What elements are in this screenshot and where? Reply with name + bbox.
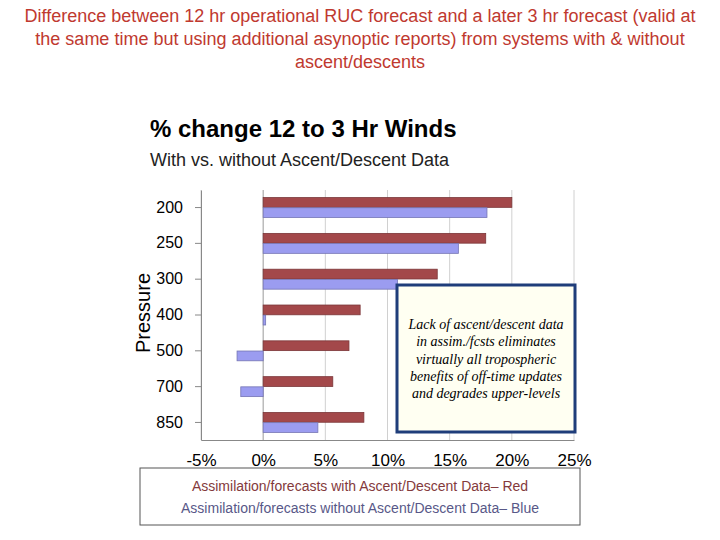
chart-subtitle: With vs. without Ascent/Descent Data <box>150 150 450 170</box>
y-tick-label: 850 <box>156 414 183 431</box>
x-tick: 0% <box>251 440 276 470</box>
bar <box>241 387 263 397</box>
x-tick-label: -5% <box>186 451 216 470</box>
bar <box>263 305 360 315</box>
annotation-box <box>397 285 575 432</box>
y-tick: 700 <box>156 378 201 395</box>
x-tick-label: 0% <box>251 451 276 470</box>
x-tick: 20% <box>495 440 529 470</box>
grid-line <box>387 190 388 440</box>
x-tick-label: 25% <box>557 451 591 470</box>
text-line: Difference between 12 hr operational RUC… <box>24 6 695 26</box>
heading: Difference between 12 hr operational RUC… <box>24 6 695 72</box>
bar <box>263 198 512 208</box>
x-tick: 15% <box>433 440 467 470</box>
legend: Assimilation/forecasts with Ascent/Desce… <box>140 468 580 525</box>
y-tick-mark <box>195 315 201 316</box>
x-tick-label: 5% <box>314 451 339 470</box>
y-tick: 400 <box>156 306 201 323</box>
text-line: benefits of off-time updates <box>410 369 563 384</box>
text-line: and degrades upper-levels <box>412 386 561 401</box>
legend-entry: Assimilation/forecasts with Ascent/Desce… <box>192 478 528 494</box>
chart-title: % change 12 to 3 Hr Winds <box>150 115 457 142</box>
y-tick-label: 250 <box>156 234 183 251</box>
bar <box>263 412 364 422</box>
annotation-text: Lack of ascent/descent data in assim./fcs… <box>407 317 563 401</box>
y-axis: 200 250 300 400 500 700 850 <box>156 191 201 441</box>
x-tick: 10% <box>371 440 405 470</box>
y-tick: 850 <box>156 414 201 431</box>
x-tick-label: 15% <box>433 451 467 470</box>
chart: Difference between 12 hr operational RUC… <box>0 0 720 540</box>
text-line: ascent/descents <box>295 52 425 72</box>
bar <box>263 269 437 279</box>
text-line: the same time but using additional asyno… <box>35 29 684 49</box>
y-axis-line <box>201 191 202 441</box>
y-tick-label: 700 <box>156 378 183 395</box>
y-tick-mark <box>195 422 201 423</box>
y-tick-mark <box>195 386 201 387</box>
y-tick-label: 500 <box>156 342 183 359</box>
x-axis-line <box>202 440 575 441</box>
bar <box>263 315 265 325</box>
bar <box>263 377 333 387</box>
text-line: virtually all tropospheric <box>416 352 557 367</box>
x-axis: -5% 0% 5% 10% 15% 20% 25% <box>186 440 591 470</box>
x-tick: 5% <box>314 440 339 470</box>
y-tick: 500 <box>156 342 201 359</box>
text-line: Lack of ascent/descent data <box>407 317 563 332</box>
bar <box>237 351 263 361</box>
x-tick: 25% <box>557 440 591 470</box>
legend-entry: Assimilation/forecasts without Ascent/De… <box>181 500 539 516</box>
x-tick: -5% <box>186 440 216 470</box>
y-tick-label: 300 <box>156 270 183 287</box>
bar <box>263 233 486 243</box>
grid <box>201 190 574 440</box>
x-tick-label: 20% <box>495 451 529 470</box>
y-tick: 200 <box>156 199 201 216</box>
y-tick: 300 <box>156 270 201 287</box>
y-tick-mark <box>195 350 201 351</box>
y-tick-mark <box>195 279 201 280</box>
y-tick-label: 200 <box>156 199 183 216</box>
y-tick-mark <box>195 207 201 208</box>
y-tick-label: 400 <box>156 306 183 323</box>
bar <box>263 244 458 254</box>
bar <box>263 423 318 433</box>
x-tick-label: 10% <box>371 451 405 470</box>
bar <box>263 279 397 289</box>
legend-box <box>140 468 580 525</box>
y-tick-mark <box>195 243 201 244</box>
y-tick: 250 <box>156 234 201 251</box>
text-line: in assim./fcsts eliminates <box>416 334 556 349</box>
bar <box>263 208 487 218</box>
y-axis-title: Pressure <box>132 273 154 353</box>
bar <box>263 341 349 351</box>
